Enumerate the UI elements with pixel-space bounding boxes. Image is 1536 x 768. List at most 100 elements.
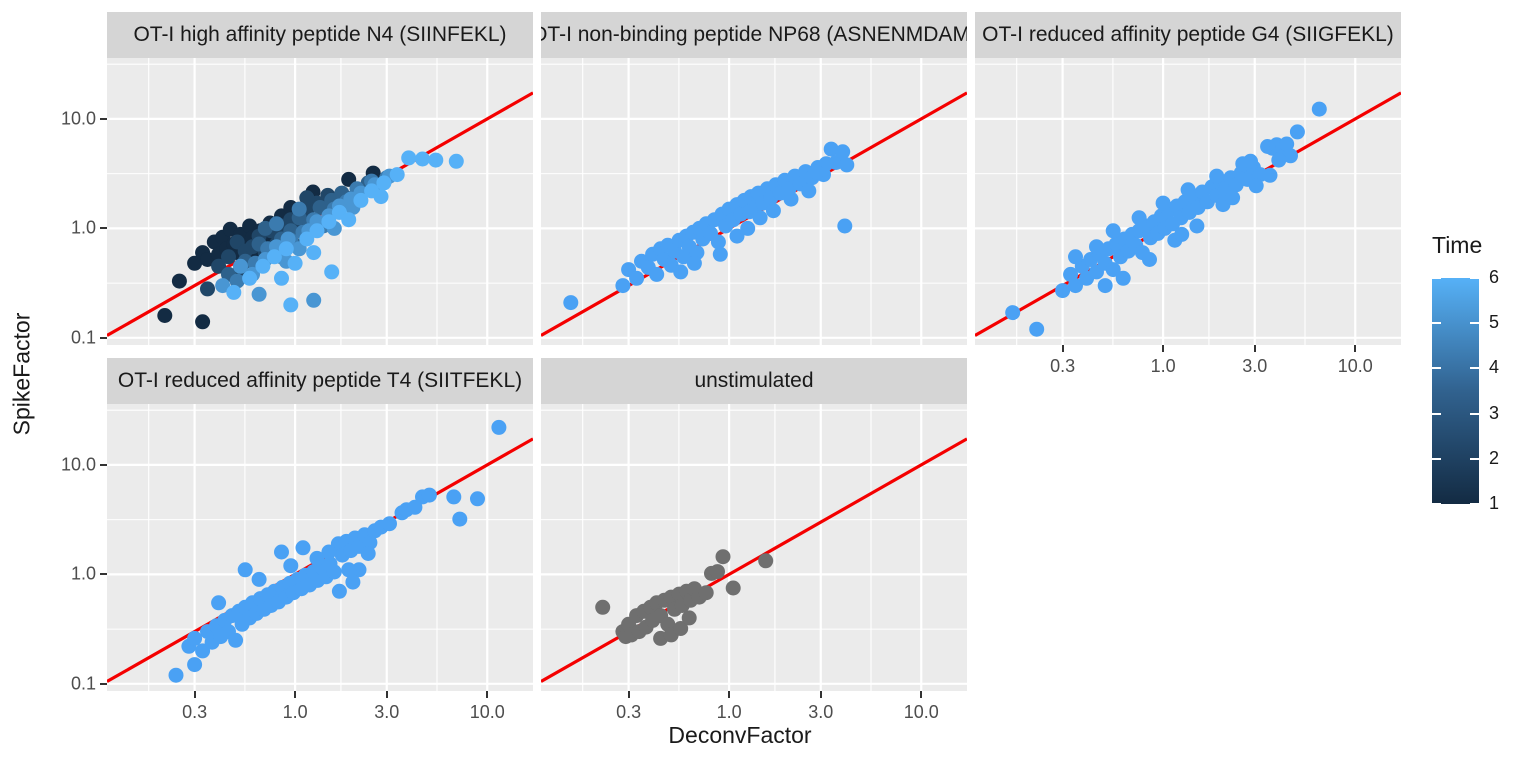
facet-title-unstimulated: unstimulated [694, 369, 814, 392]
axis-tick-label: 0.3 [1050, 356, 1076, 376]
legend-tick-mark [1432, 277, 1441, 279]
data-point [1243, 153, 1258, 169]
data-point [1311, 101, 1327, 117]
data-point [681, 610, 697, 626]
panel-svg [974, 58, 1402, 345]
data-point [269, 216, 284, 232]
data-point [331, 583, 347, 599]
data-point [321, 544, 337, 560]
data-point [278, 241, 294, 257]
data-point [837, 218, 853, 234]
axis-tick-label: 1.0 [1150, 356, 1176, 376]
data-point [287, 255, 303, 271]
data-point [1262, 167, 1278, 183]
data-point [1105, 262, 1121, 278]
data-point [1189, 218, 1205, 234]
data-point [373, 189, 389, 205]
data-point [725, 580, 741, 596]
data-point [341, 562, 357, 578]
axis-tick-label: 10.0 [1337, 356, 1373, 376]
data-point [324, 264, 340, 280]
scatter-panel-n4 [106, 58, 534, 350]
facet-strip-g4: OT-I reduced affinity peptide G4 (SIIGFE… [975, 12, 1401, 58]
data-point [710, 564, 725, 580]
data-point [237, 562, 253, 578]
data-point [401, 150, 417, 166]
scatter-panel-g4 [974, 58, 1402, 350]
data-point [299, 190, 315, 206]
legend-title: Time [1432, 232, 1483, 258]
axis-tick-label: 0.3 [616, 702, 642, 722]
facet-strip-np68: OT-I non-binding peptide NP68 (ASNENMDAM… [541, 12, 967, 58]
axis-tick-label: 0.3 [182, 702, 208, 722]
data-point [835, 144, 851, 160]
axis-tick-mark [100, 227, 107, 230]
data-point [818, 156, 834, 172]
y-axis-title: SpikeFactor [8, 312, 35, 436]
data-point [1279, 136, 1295, 152]
legend-tick-label: 1 [1489, 493, 1500, 513]
data-point [291, 201, 307, 217]
data-point [309, 550, 325, 566]
data-point [295, 540, 311, 556]
data-point [341, 212, 357, 228]
data-point [229, 273, 245, 289]
legend-tick-label: 6 [1489, 267, 1500, 287]
data-point [187, 630, 203, 646]
facet-title-g4: OT-I reduced affinity peptide G4 (SIIGFE… [982, 23, 1394, 46]
data-point [251, 286, 267, 302]
legend-tick-label: 5 [1489, 312, 1500, 333]
axis-tick-mark [100, 573, 107, 576]
data-point [187, 255, 203, 271]
data-point [1228, 177, 1244, 193]
data-point [215, 278, 231, 294]
legend-tick-mark [1470, 322, 1479, 325]
axis-tick-label: 10.0 [469, 702, 505, 722]
legend-tick-mark [1470, 503, 1479, 505]
data-point [274, 270, 289, 286]
facet-strip-t4: OT-I reduced affinity peptide T4 (SIITFE… [107, 358, 533, 404]
data-point [710, 234, 726, 250]
data-point [306, 245, 322, 261]
data-point [274, 544, 289, 560]
axis-tick-mark [100, 336, 107, 339]
facet-strip-n4: OT-I high affinity peptide N4 (SIINFEKL) [107, 12, 533, 58]
data-point [221, 249, 236, 265]
data-point [382, 516, 397, 532]
data-point [251, 571, 267, 587]
data-point [428, 152, 444, 168]
data-point [345, 574, 361, 590]
data-point [809, 164, 824, 180]
panel-svg [540, 404, 968, 691]
axis-tick-label: 10.0 [903, 702, 939, 722]
data-point [1105, 223, 1121, 239]
panel-svg [106, 58, 534, 345]
data-point [729, 228, 745, 244]
data-point [758, 553, 774, 569]
legend-tick-mark [1432, 457, 1441, 460]
data-point [266, 249, 282, 265]
axis-tick-label: 1.0 [70, 563, 96, 584]
axis-tick-label: 3.0 [1242, 356, 1268, 376]
data-point [595, 599, 611, 615]
data-point [1289, 124, 1305, 140]
data-point [353, 192, 369, 208]
data-point [783, 191, 799, 207]
axis-tick-label: 0.1 [70, 327, 96, 348]
data-point [1209, 168, 1225, 184]
data-point [421, 487, 437, 503]
facet-title-t4: OT-I reduced affinity peptide T4 (SIITFE… [117, 369, 523, 392]
scatter-panel-t4 [106, 404, 534, 696]
data-point [299, 231, 315, 247]
data-point [226, 284, 242, 300]
data-point [823, 141, 839, 157]
data-point [1089, 239, 1104, 255]
data-point [321, 214, 337, 230]
data-point [742, 204, 758, 220]
legend-tick-label: 3 [1489, 402, 1500, 423]
axis-tick-mark [100, 463, 107, 466]
axis-tick-mark [100, 117, 107, 120]
legend-tick-mark [1432, 503, 1441, 505]
data-point [801, 183, 817, 199]
